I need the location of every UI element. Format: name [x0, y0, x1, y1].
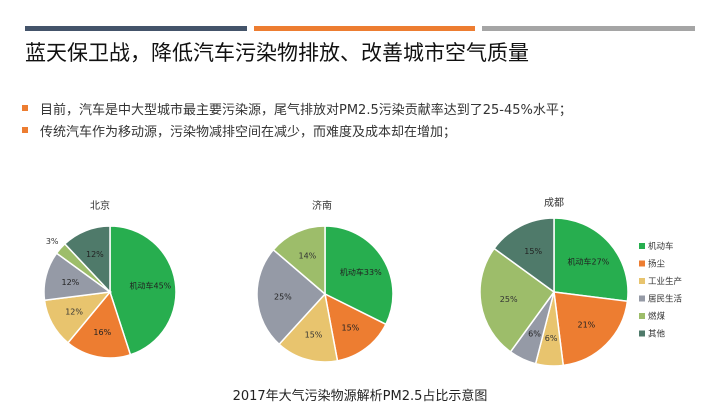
legend-label: 机动车	[648, 241, 674, 252]
pie-slice	[324, 225, 394, 326]
legend-swatch	[639, 330, 645, 337]
bullet-list: 目前，汽车是中大型城市最主要污染源，尾气排放对PM2.5污染贡献率达到了25-4…	[22, 97, 702, 141]
slide-title: 蓝天保卫战，降低汽车污染物排放、改善城市空气质量	[25, 41, 529, 65]
pie-slice-label: 15%	[305, 331, 323, 340]
pie-title: 北京	[90, 199, 110, 212]
pie-slice-label: 机动车33%	[340, 267, 382, 277]
figure-caption: 2017年大气污染物源解析PM2.5占比示意图	[232, 389, 488, 404]
bullet-square-icon	[22, 127, 28, 133]
pie-slice	[272, 225, 326, 296]
pie-slice	[109, 225, 177, 356]
pie-slice-label: 12%	[65, 308, 83, 317]
bullet-item: 传统汽车作为移动源，污染物减排空间在减少，而难度及成本却在增加；	[22, 119, 702, 141]
legend-swatch	[639, 243, 645, 249]
pie-slice-label: 25%	[500, 295, 518, 304]
header-bar-orange	[254, 26, 475, 31]
pie-slice-label: 15%	[342, 324, 360, 333]
pie-slice	[66, 290, 132, 359]
pie-slice-label: 16%	[93, 328, 111, 337]
header-bar-gray	[482, 26, 695, 31]
legend-swatch	[639, 313, 645, 319]
pie-slice-label: 12%	[62, 278, 80, 287]
pie-title: 成都	[544, 197, 564, 209]
header-bar-dark	[25, 26, 247, 31]
pie-slice-label: 机动车27%	[568, 257, 610, 267]
legend-swatch	[639, 260, 645, 267]
pie-slice-label: 6%	[528, 330, 541, 339]
pie-slice-label: 14%	[299, 252, 317, 261]
pie-slice-label: 机动车45%	[130, 281, 172, 291]
pie-slice-label: 3%	[46, 237, 59, 246]
legend-label: 其他	[648, 329, 666, 340]
legend-swatch	[639, 295, 645, 302]
pie-slice	[553, 291, 629, 367]
pie-slice-label: 25%	[274, 293, 292, 302]
pie-slice	[553, 217, 629, 303]
legend-label: 工业生产	[648, 276, 682, 287]
bullet-text: 目前，汽车是中大型城市最主要污染源，尾气排放对PM2.5污染贡献率达到了25-4…	[40, 102, 572, 118]
pie-slice	[256, 248, 327, 346]
legend-label: 燃煤	[648, 311, 666, 322]
pie-title: 济南	[312, 199, 332, 212]
legend-swatch	[639, 278, 645, 284]
legend-label: 扬尘	[648, 259, 666, 270]
pie-slice-label: 6%	[545, 334, 558, 343]
pie-slice	[63, 225, 111, 294]
pie-slice-label: 21%	[578, 320, 596, 329]
pie-slice-label: 12%	[86, 250, 104, 259]
pie-slice	[323, 292, 387, 362]
bullet-item: 目前，汽车是中大型城市最主要污染源，尾气排放对PM2.5污染贡献率达到了25-4…	[22, 97, 702, 119]
legend-label: 居民生活	[648, 294, 683, 305]
bullet-text: 传统汽车作为移动源，污染物减排空间在减少，而难度及成本却在增加；	[40, 124, 457, 140]
pie-slice-label: 15%	[524, 247, 542, 256]
pie-slice	[479, 247, 556, 353]
pie-slice	[493, 217, 555, 294]
pie-slice	[278, 292, 339, 363]
bullet-square-icon	[22, 105, 28, 111]
